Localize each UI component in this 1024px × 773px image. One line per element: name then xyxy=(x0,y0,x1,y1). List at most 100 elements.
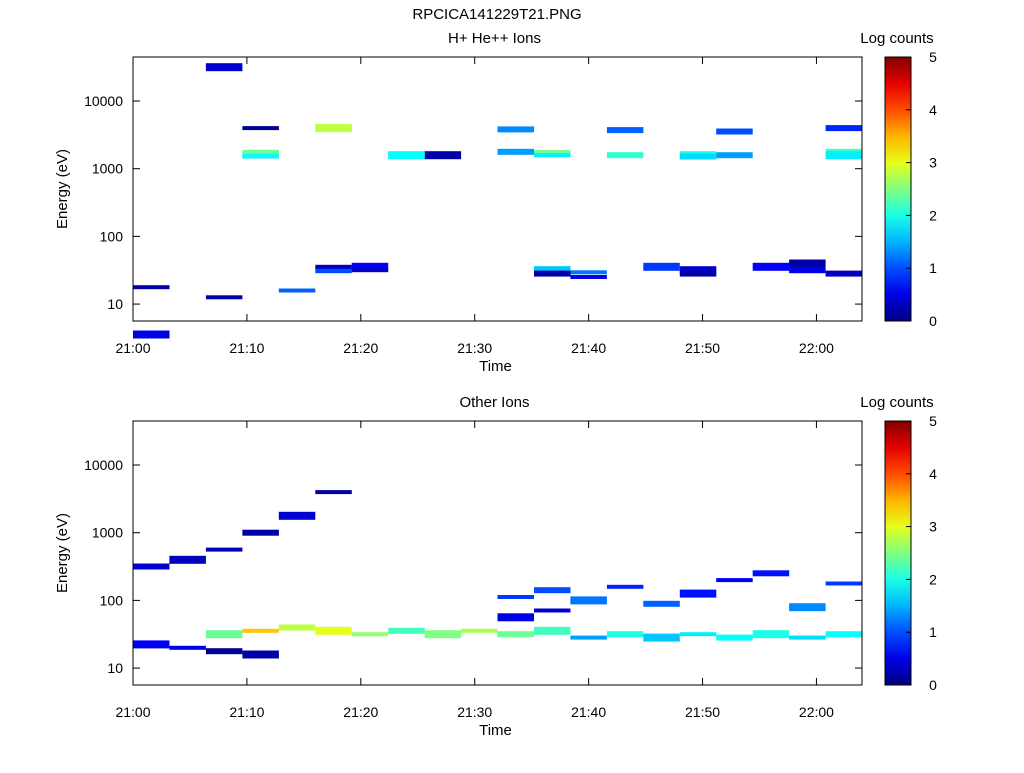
heatmap-cell xyxy=(351,268,389,273)
heatmap-cell xyxy=(133,285,170,290)
x-tick-label: 21:40 xyxy=(571,704,606,720)
heatmap-cell xyxy=(716,578,753,583)
heatmap-cell xyxy=(825,125,863,132)
x-tick-label: 22:00 xyxy=(799,340,834,356)
heatmap-cell xyxy=(679,153,717,160)
heatmap-cell xyxy=(789,635,826,640)
heatmap-cell xyxy=(278,624,316,631)
x-tick-label: 21:30 xyxy=(457,340,492,356)
y-tick-label: 10000 xyxy=(84,457,123,473)
heatmap-cells xyxy=(133,63,863,339)
colorbar-tick-label: 3 xyxy=(929,519,937,535)
colorbar-label: Log counts xyxy=(860,394,933,411)
panel-other-ions: Other Ions Log counts 21:00 21:10 21:20 21:30… xyxy=(54,394,937,739)
colorbar-tick-label: 0 xyxy=(929,677,937,693)
figure-title: RPCICA141229T21.PNG xyxy=(412,6,581,23)
heatmap-cell xyxy=(461,628,498,633)
y-axis-label: Energy (eV) xyxy=(54,149,71,229)
heatmap-cell xyxy=(606,152,644,159)
heatmap-cell xyxy=(606,631,644,638)
heatmap-cell xyxy=(570,596,607,605)
heatmap-cell xyxy=(825,151,863,160)
x-axis-label: Time xyxy=(479,358,512,375)
colorbar-tick-label: 2 xyxy=(929,207,937,223)
heatmap-cell xyxy=(534,587,571,594)
heatmap-cell xyxy=(534,153,571,158)
heatmap-cell xyxy=(789,267,826,274)
panel-h-he-ions: H+ He++ Ions Log counts 21:00 21:10 21:20 21:… xyxy=(54,30,937,375)
heatmap-cell xyxy=(643,262,680,271)
colorbar-label: Log counts xyxy=(860,30,933,47)
heatmap-cell xyxy=(133,640,170,649)
heatmap-cell xyxy=(679,270,717,277)
y-tick-label: 1000 xyxy=(92,525,123,541)
plot-frame xyxy=(132,56,863,322)
heatmap-cell xyxy=(169,645,206,650)
y-tick-label: 10 xyxy=(107,660,123,676)
heatmap-cell xyxy=(205,630,243,639)
heatmap-cell xyxy=(315,490,352,495)
colorbar-tick-label: 1 xyxy=(929,260,937,276)
x-tick-label: 21:10 xyxy=(229,704,264,720)
heatmap-cell xyxy=(169,555,206,564)
y-tick-label: 100 xyxy=(100,228,124,244)
colorbar-tick-label: 2 xyxy=(929,571,937,587)
heatmap-cell xyxy=(534,266,571,275)
heatmap-cell xyxy=(606,584,644,589)
x-tick-label: 21:20 xyxy=(343,704,378,720)
x-tick-label: 21:40 xyxy=(571,340,606,356)
heatmap-cell xyxy=(825,581,863,586)
x-tick-label: 21:00 xyxy=(115,340,150,356)
heatmap-cell xyxy=(278,511,316,520)
heatmap-cell xyxy=(351,632,389,637)
heatmap-cell xyxy=(242,529,279,536)
heatmap-cell xyxy=(424,630,462,639)
colorbar xyxy=(884,56,912,322)
x-tick-label: 21:10 xyxy=(229,340,264,356)
y-tick-label: 1000 xyxy=(92,161,123,177)
heatmap-cell xyxy=(242,149,279,154)
heatmap-cell xyxy=(570,275,607,279)
x-tick-label: 22:00 xyxy=(799,704,834,720)
heatmap-cell xyxy=(534,626,571,635)
heatmap-cell xyxy=(789,603,826,612)
heatmap-cell xyxy=(497,631,534,638)
heatmap-cell xyxy=(315,267,352,274)
heatmap-cell xyxy=(205,295,243,300)
heatmap-cell xyxy=(315,626,352,635)
heatmap-cell xyxy=(242,152,279,159)
heatmap-cell xyxy=(351,262,389,271)
heatmap-cell xyxy=(133,330,170,339)
heatmap-cell xyxy=(315,124,352,133)
x-tick-label: 21:50 xyxy=(685,704,720,720)
panel-title: H+ He++ Ions xyxy=(448,30,541,47)
colorbar-tick-label: 1 xyxy=(929,624,937,640)
x-tick-label: 21:20 xyxy=(343,340,378,356)
heatmap-cell xyxy=(497,613,534,622)
colorbar-tick-label: 5 xyxy=(929,49,937,65)
colorbar-tick-label: 0 xyxy=(929,313,937,329)
heatmap-cell xyxy=(205,547,243,552)
heatmap-cell xyxy=(388,627,425,634)
heatmap-cell xyxy=(497,126,534,133)
heatmap-cell xyxy=(716,128,753,135)
x-tick-label: 21:00 xyxy=(115,704,150,720)
heatmap-cell xyxy=(643,633,680,642)
heatmap-cell xyxy=(679,632,717,637)
heatmap-cell xyxy=(534,608,571,613)
plot-frame xyxy=(132,420,863,686)
x-tick-label: 21:50 xyxy=(685,340,720,356)
colorbar xyxy=(884,420,912,686)
heatmap-cell xyxy=(752,570,790,577)
heatmap-cell xyxy=(205,63,243,72)
heatmap-cell xyxy=(716,634,753,641)
heatmap-cell xyxy=(242,650,279,659)
panel-title: Other Ions xyxy=(459,394,529,411)
heatmap-cell xyxy=(570,635,607,640)
y-tick-label: 100 xyxy=(100,592,124,608)
heatmap-cell xyxy=(570,270,607,275)
x-axis-label: Time xyxy=(479,722,512,739)
heatmap-cell xyxy=(534,150,571,157)
colorbar-tick-label: 4 xyxy=(929,102,937,118)
heatmap-cell xyxy=(205,648,243,655)
